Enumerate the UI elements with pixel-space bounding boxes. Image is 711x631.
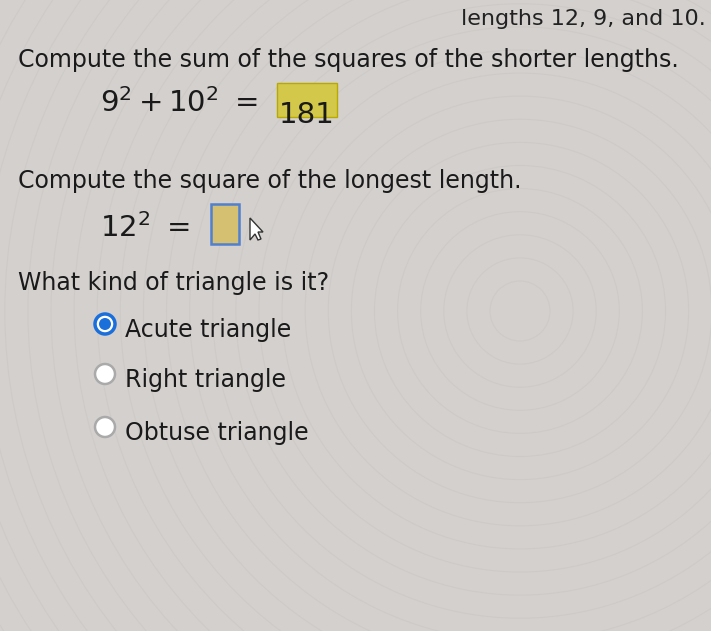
Polygon shape <box>250 218 263 240</box>
Circle shape <box>99 318 111 330</box>
Text: Compute the square of the longest length.: Compute the square of the longest length… <box>18 169 521 193</box>
Circle shape <box>95 417 115 437</box>
FancyBboxPatch shape <box>277 83 337 117</box>
Circle shape <box>95 364 115 384</box>
Text: Compute the sum of the squares of the shorter lengths.: Compute the sum of the squares of the sh… <box>18 48 679 72</box>
Text: 181: 181 <box>279 101 335 129</box>
Text: lengths 12, 9, and 10.: lengths 12, 9, and 10. <box>461 9 706 29</box>
FancyBboxPatch shape <box>211 204 239 244</box>
Text: What kind of triangle is it?: What kind of triangle is it? <box>18 271 329 295</box>
Text: Obtuse triangle: Obtuse triangle <box>125 421 309 445</box>
Text: Acute triangle: Acute triangle <box>125 318 292 342</box>
Text: $12^2\ =$: $12^2\ =$ <box>100 213 190 243</box>
Text: Right triangle: Right triangle <box>125 368 286 392</box>
Circle shape <box>95 314 115 334</box>
Text: $9^2 + 10^2\ =$: $9^2 + 10^2\ =$ <box>100 88 258 118</box>
